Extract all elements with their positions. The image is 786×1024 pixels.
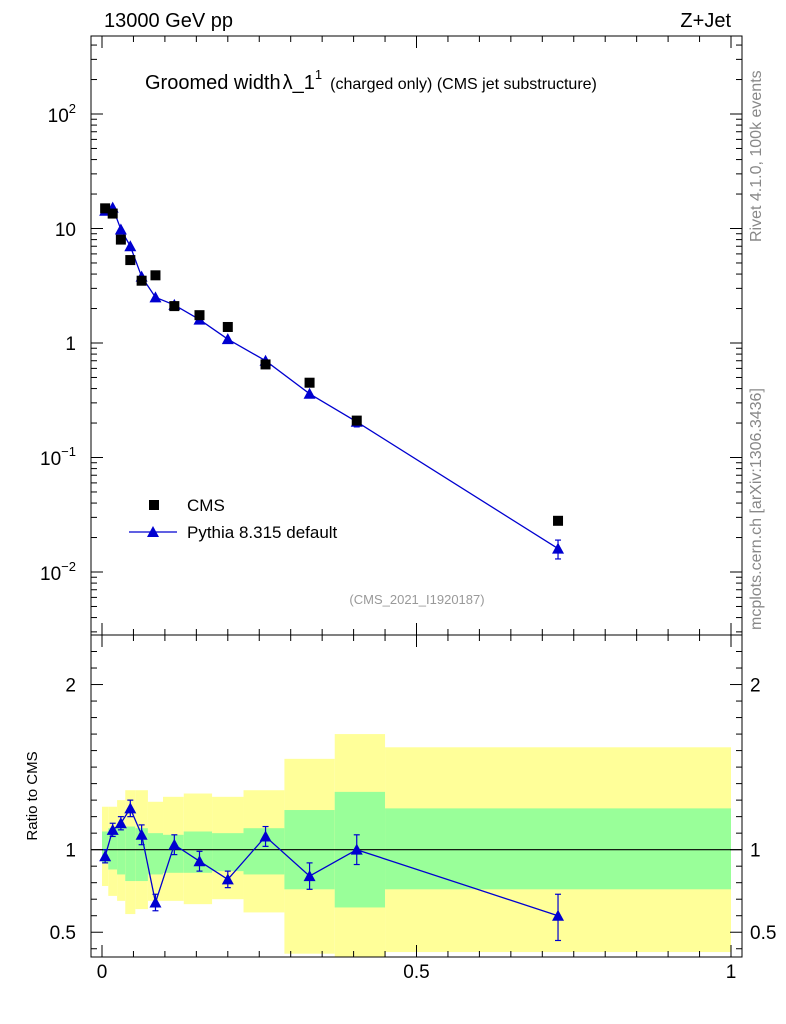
pythia-point (303, 387, 316, 399)
pythia-line (104, 206, 559, 550)
ratio-band-inner (125, 826, 136, 882)
ratio-x-tick-label: 0 (97, 962, 108, 983)
y-tick-label-100: 102 (48, 101, 76, 127)
ratio-x-tick-label: 1 (726, 962, 737, 983)
legend-cms-label: CMS (187, 496, 225, 515)
ratio-bands (102, 734, 731, 957)
pythia-point (221, 333, 234, 345)
cms-point (150, 270, 161, 281)
ratio-band-inner (117, 828, 126, 875)
y-tick-label-1: 1 (65, 334, 76, 355)
ratio-band-inner (135, 828, 148, 882)
ratio-y-tick-label-right: 0.5 (750, 923, 776, 944)
legend-cms-marker (149, 500, 159, 510)
pythia-points (99, 201, 565, 560)
legend: CMS Pythia 8.315 default (129, 496, 338, 542)
ratio-band-inner (102, 831, 109, 863)
cms-point (260, 359, 271, 370)
main-panel: Groomed width λ_11(charged only) (CMS jet… (40, 35, 743, 636)
main-frame (90, 35, 743, 636)
header-process: Z+Jet (680, 10, 731, 32)
ratio-point (106, 823, 119, 835)
ratio-y-tick-label-right: 2 (750, 676, 761, 697)
ratio-tick-labels: 0.5 0.5 1 1 2 2 0 0.5 1 (50, 676, 777, 983)
cms-point (100, 203, 111, 214)
ratio-ylabel: Ratio to CMS (24, 751, 41, 840)
ratio-band-inner (108, 828, 118, 870)
cms-point (222, 321, 233, 332)
ratio-y-tick-label: 1 (65, 841, 76, 862)
plot-title-sup: 1 (315, 67, 322, 82)
cms-point (136, 275, 147, 286)
ratio-point (193, 855, 206, 867)
rivet-version-label: Rivet 4.1.0, 100k events (748, 70, 765, 242)
header-energy: 13000 GeV pp (104, 10, 233, 32)
analysis-id: (CMS_2021_I1920187) (349, 592, 484, 607)
legend-pythia-marker (147, 526, 159, 537)
ratio-point (124, 802, 137, 814)
y-tick-label-0-01: 10−2 (40, 559, 76, 585)
ratio-point (168, 838, 181, 850)
ratio-x-tick-label: 0.5 (403, 962, 429, 983)
pythia-point (124, 240, 137, 252)
plot-title: Groomed width λ_11 (charged only) (CMS jet… (145, 67, 597, 94)
cms-point (115, 234, 126, 245)
ratio-point (221, 873, 234, 885)
cms-point (169, 301, 180, 312)
ratio-band-inner (385, 808, 731, 890)
cms-point (553, 515, 564, 526)
cms-point (107, 208, 118, 219)
ratio-band-inner (147, 833, 164, 875)
cms-point (125, 255, 136, 266)
cms-point (351, 415, 362, 426)
y-tick-label-10: 10 (55, 220, 76, 241)
ratio-point (259, 830, 272, 842)
ratio-panel: 0.5 0.5 1 1 2 2 0 0.5 1 Ratio to CMS (24, 634, 777, 983)
ratio-band-inner (212, 833, 244, 872)
ratio-point (350, 843, 363, 855)
pythia-point (114, 223, 127, 235)
pythia-point (552, 542, 565, 554)
ratio-y-tick-label: 0.5 (50, 923, 76, 944)
ratio-point (149, 896, 162, 908)
cms-point (304, 377, 315, 388)
ratio-point (135, 828, 148, 840)
ratio-axis-ticks (91, 635, 742, 957)
pythia-point (149, 291, 162, 303)
ratio-point (303, 870, 316, 882)
pythia-series-line (104, 206, 559, 550)
cms-point (194, 310, 205, 321)
ratio-points (99, 799, 565, 942)
legend-pythia-label: Pythia 8.315 default (187, 523, 338, 542)
plot-title-extra: (charged only) (CMS jet substructure) (330, 76, 597, 93)
plot-title-main: Groomed width (145, 72, 281, 94)
ratio-point (552, 909, 565, 921)
mcplots-label: mcplots.cern.ch [arXiv:1306.3436] (748, 388, 765, 630)
ratio-y-tick-label-right: 1 (750, 841, 761, 862)
main-y-tick-labels: 102 10 1 10−1 10−2 (40, 101, 76, 585)
plot-title-symbol: λ_1 (283, 72, 315, 94)
cms-points (100, 203, 564, 526)
ratio-point (99, 850, 112, 862)
ratio-y-tick-label: 2 (65, 676, 76, 697)
ratio-point (114, 817, 127, 829)
main-axis-ticks (91, 36, 742, 635)
y-tick-label-0-1: 10−1 (40, 444, 76, 470)
